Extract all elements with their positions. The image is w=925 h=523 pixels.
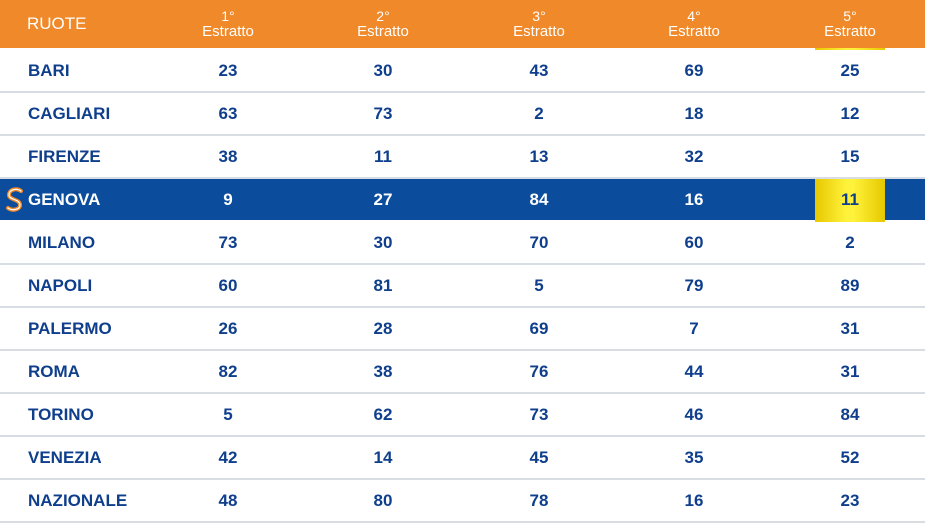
estratto-5-value: 52 [840, 447, 860, 467]
row-divider [0, 134, 925, 136]
header-estratto-4: 4° Estratto [668, 8, 720, 40]
estratto-3-value: 2 [534, 103, 544, 123]
ruota-name: ROMA [28, 361, 80, 381]
estratto-2-value: 14 [373, 447, 393, 467]
ruota-name: TORINO [28, 404, 94, 424]
fifth-column-highlight-cell [815, 179, 885, 220]
estratto-1-value: 60 [218, 275, 238, 295]
estratto-1-value: 82 [218, 361, 238, 381]
estratto-1-value: 63 [218, 103, 238, 123]
estratto-5-value: 31 [840, 361, 860, 381]
ruota-name: FIRENZE [28, 146, 101, 166]
estratto-4-value: 44 [684, 361, 704, 381]
estratto-4-value: 7 [689, 318, 699, 338]
table-row: BARI 23 30 43 69 25 [0, 50, 925, 93]
table-row: ROMA 82 38 76 44 31 [0, 351, 925, 394]
ruota-name: GENOVA [28, 189, 101, 209]
estratto-4-value: 35 [684, 447, 704, 467]
estratto-4-value: 16 [684, 490, 704, 510]
table-row: FIRENZE 38 11 13 32 15 [0, 136, 925, 179]
table-row: GENOVA 9 27 84 16 11 [0, 179, 925, 220]
estratto-3-value: 70 [529, 232, 549, 252]
estratto-5-value: 11 [841, 189, 859, 209]
estratto-2-value: 30 [373, 60, 393, 80]
table-row: MILANO 73 30 70 60 2 [0, 222, 925, 265]
estratto-5-value: 84 [840, 404, 860, 424]
estratto-2-value: 80 [373, 490, 393, 510]
table-row: VENEZIA 42 14 45 35 52 [0, 437, 925, 480]
estratto-3-value: 76 [529, 361, 549, 381]
estratto-1-value: 5 [223, 404, 233, 424]
header-estratto-3: 3° Estratto [513, 8, 565, 40]
estratto-5-value: 15 [840, 146, 860, 166]
estratto-3-value: 45 [529, 447, 549, 467]
estratto-3-value: 43 [529, 60, 549, 80]
estratto-4-value: 18 [684, 103, 704, 123]
estratto-3-value: 84 [529, 189, 549, 209]
table-row: PALERMO 26 28 69 7 31 [0, 308, 925, 351]
row-divider [0, 349, 925, 351]
estratto-5-value: 23 [840, 490, 860, 510]
estratto-2-value: 81 [373, 275, 393, 295]
estratto-3-value: 78 [529, 490, 549, 510]
ruota-name: NAPOLI [28, 275, 93, 295]
estratto-5-value: 25 [840, 60, 860, 80]
table-header: RUOTE 1° Estratto 2° Estratto 3° Estratt… [0, 0, 925, 48]
estratto-2-value: 38 [373, 361, 393, 381]
estratto-4-value: 69 [684, 60, 704, 80]
table-row: NAPOLI 60 81 5 79 89 [0, 265, 925, 308]
estratto-3-value: 73 [529, 404, 549, 424]
s-logo-icon [4, 187, 26, 213]
table-row: NAZIONALE 48 80 78 16 23 [0, 480, 925, 523]
row-divider [0, 435, 925, 437]
header-estratto-5: 5° Estratto [824, 8, 876, 40]
row-divider [0, 392, 925, 394]
estratto-4-value: 16 [684, 189, 704, 209]
table-row: TORINO 5 62 73 46 84 [0, 394, 925, 437]
estratto-1-value: 23 [218, 60, 238, 80]
estratto-2-value: 27 [373, 189, 393, 209]
estratto-4-value: 46 [684, 404, 704, 424]
estratto-1-value: 42 [218, 447, 238, 467]
row-divider [0, 306, 925, 308]
estratto-2-value: 11 [374, 146, 392, 166]
estratto-1-value: 48 [218, 490, 238, 510]
ruota-name: PALERMO [28, 318, 112, 338]
estratto-3-value: 5 [534, 275, 544, 295]
ruota-name: NAZIONALE [28, 490, 128, 510]
ruota-name: CAGLIARI [28, 103, 111, 123]
row-divider [0, 263, 925, 265]
estratto-1-value: 26 [218, 318, 238, 338]
estratto-2-value: 73 [373, 103, 393, 123]
estratto-1-value: 73 [218, 232, 238, 252]
header-estratto-1: 1° Estratto [202, 8, 254, 40]
header-ruote: RUOTE [27, 14, 87, 33]
ruota-name: VENEZIA [28, 447, 102, 467]
estratto-4-value: 32 [684, 146, 704, 166]
estratto-4-value: 79 [684, 275, 704, 295]
row-divider [0, 478, 925, 480]
table-row: CAGLIARI 63 73 2 18 12 [0, 93, 925, 136]
header-estratto-2: 2° Estratto [357, 8, 409, 40]
estratto-5-value: 31 [840, 318, 860, 338]
estratto-3-value: 13 [529, 146, 549, 166]
estratto-1-value: 38 [218, 146, 238, 166]
row-divider [0, 91, 925, 93]
row-divider [0, 177, 925, 179]
estratto-2-value: 62 [373, 404, 393, 424]
estratto-4-value: 60 [684, 232, 704, 252]
estratto-5-value: 12 [840, 103, 860, 123]
estratto-1-value: 9 [223, 189, 233, 209]
ruota-name: MILANO [28, 232, 96, 252]
ruota-name: BARI [28, 60, 70, 80]
estratto-5-value: 89 [840, 275, 860, 295]
estratto-3-value: 69 [529, 318, 549, 338]
estratto-2-value: 30 [373, 232, 393, 252]
estratto-2-value: 28 [373, 318, 393, 338]
estratto-5-value: 2 [845, 232, 855, 252]
